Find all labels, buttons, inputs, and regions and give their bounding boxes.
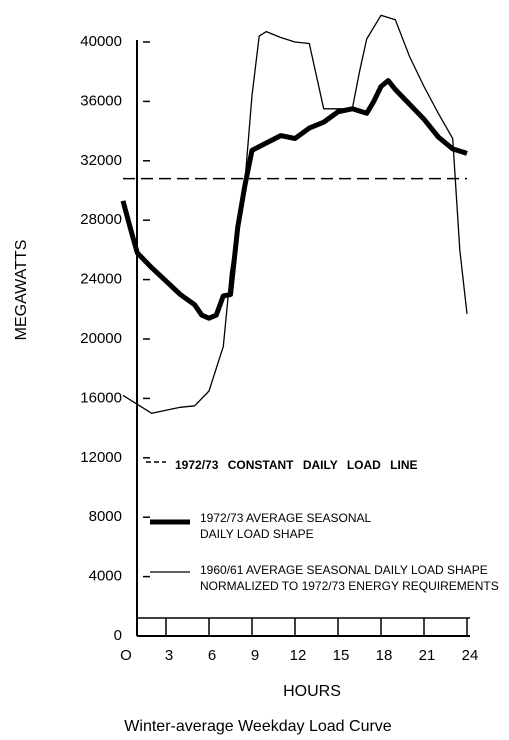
y-tick-label: 40000 bbox=[80, 33, 122, 50]
y-tick-label: 12000 bbox=[80, 449, 122, 466]
legend-label: 1972/73 CONSTANT DAILY LOAD LINE bbox=[175, 458, 418, 472]
x-tick-label: 3 bbox=[165, 647, 173, 664]
y-tick-label: 4000 bbox=[89, 568, 122, 585]
x-tick-label: 15 bbox=[333, 647, 350, 664]
chart-title: Winter-average Weekday Load Curve bbox=[124, 718, 391, 735]
x-tick-label: 6 bbox=[208, 647, 216, 664]
y-axis-label: MEGAWATTS bbox=[13, 240, 30, 341]
y-tick-label: 8000 bbox=[89, 508, 122, 525]
x-axis-label: HOURS bbox=[283, 683, 341, 700]
x-tick-label: 24 bbox=[462, 647, 479, 664]
y-tick-label: 28000 bbox=[80, 211, 122, 228]
y-tick-label: 36000 bbox=[80, 92, 122, 109]
series-line bbox=[120, 78, 468, 321]
y-tick-label: 16000 bbox=[80, 389, 122, 406]
legend-label: 1960/61 AVERAGE SEASONAL DAILY LOAD SHAP… bbox=[200, 563, 499, 593]
x-tick-label: O bbox=[120, 647, 132, 664]
x-tick-label: 21 bbox=[419, 647, 436, 664]
x-tick-label: 12 bbox=[290, 647, 307, 664]
y-tick-label: 32000 bbox=[80, 152, 122, 169]
x-tick-label: 9 bbox=[251, 647, 259, 664]
y-tick-label: 24000 bbox=[80, 271, 122, 288]
series-line bbox=[122, 14, 468, 414]
y-tick-label: 0 bbox=[114, 627, 122, 644]
y-tick-label: 20000 bbox=[80, 330, 122, 347]
legend-label: 1972/73 AVERAGE SEASONAL DAILY LOAD SHAP… bbox=[200, 511, 371, 541]
x-tick-label: 18 bbox=[376, 647, 393, 664]
